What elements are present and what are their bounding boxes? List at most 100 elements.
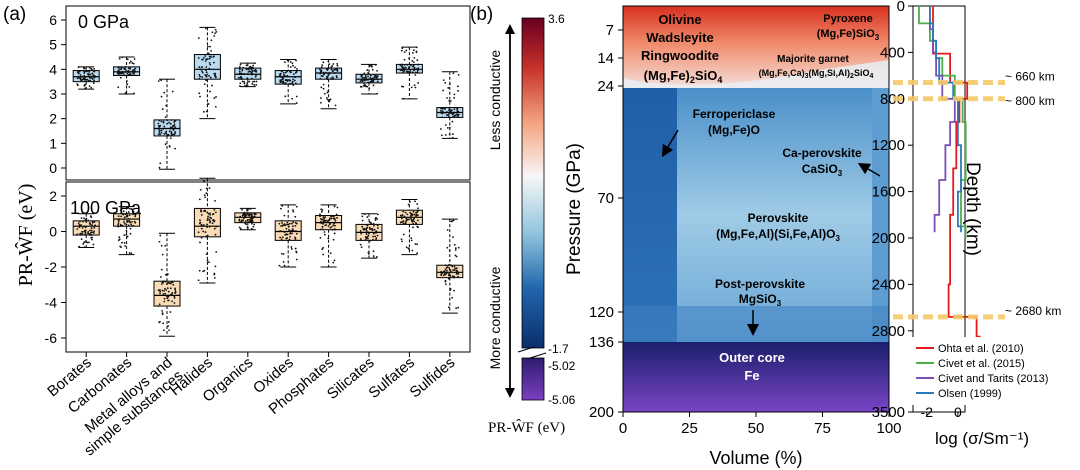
data-point	[92, 232, 95, 234]
ytick-label: -2	[45, 259, 58, 275]
data-point	[369, 240, 371, 242]
data-point	[405, 217, 408, 220]
data-point	[253, 223, 256, 226]
ytick-label: 4	[49, 61, 57, 77]
data-point	[159, 276, 162, 278]
data-point	[161, 313, 164, 316]
data-point	[292, 221, 295, 224]
data-point	[209, 63, 212, 66]
region-post-perovskite	[623, 306, 889, 342]
data-point	[158, 240, 161, 243]
data-point	[319, 213, 321, 216]
data-point	[417, 67, 420, 70]
data-point	[170, 119, 173, 121]
data-point	[448, 83, 451, 86]
data-point	[452, 72, 455, 74]
data-point	[364, 238, 367, 241]
data-point	[166, 133, 169, 136]
data-point	[134, 67, 137, 70]
data-point	[201, 66, 203, 68]
data-point	[117, 222, 120, 225]
data-point	[360, 79, 363, 82]
data-point	[411, 214, 414, 217]
data-point	[213, 219, 216, 222]
data-point	[444, 108, 446, 110]
data-point	[281, 78, 284, 81]
data-point	[162, 329, 165, 332]
data-point	[88, 85, 91, 87]
data-point	[91, 77, 94, 80]
data-point	[200, 210, 203, 213]
data-point	[203, 180, 205, 183]
box-metal-alloys-and-simple-substances	[153, 280, 181, 307]
pressure-tick-label: 70	[597, 190, 614, 207]
data-point	[173, 123, 176, 126]
depth-tick-label: 1600	[872, 184, 905, 201]
data-point	[255, 84, 258, 86]
data-point	[372, 77, 374, 80]
data-point	[401, 217, 403, 220]
legend-entry: Olsen (1999)	[938, 388, 1002, 400]
legend-box	[912, 337, 1072, 405]
data-point	[80, 217, 83, 219]
data-point	[208, 187, 211, 189]
data-point	[336, 69, 339, 72]
data-point	[201, 70, 204, 73]
data-point	[84, 76, 87, 79]
data-point	[122, 210, 125, 213]
data-point	[93, 76, 96, 78]
data-point	[200, 214, 203, 216]
data-point	[327, 225, 330, 227]
data-point	[278, 74, 281, 77]
data-point	[289, 60, 292, 63]
data-point	[448, 113, 450, 115]
data-point	[166, 297, 169, 300]
plot-0gpa: 0 1 2 3 4 5 6	[49, 12, 464, 176]
data-point	[455, 307, 458, 310]
data-point	[166, 273, 169, 276]
data-point	[291, 97, 294, 100]
data-point	[84, 79, 87, 81]
data-point	[206, 223, 208, 226]
data-point	[159, 234, 162, 237]
plot-100gpa-title: 100 GPa	[70, 198, 142, 218]
data-point	[414, 243, 417, 245]
data-point	[88, 70, 91, 73]
data-point	[124, 71, 126, 74]
label-post-perovskite-formula: MgSiO3	[739, 292, 782, 308]
data-point	[286, 223, 288, 226]
data-point	[286, 221, 289, 224]
data-point	[280, 79, 282, 82]
data-point	[128, 62, 131, 64]
data-point	[332, 224, 335, 227]
colorbar-more-conductive: More conductive	[487, 266, 503, 369]
data-point	[205, 192, 208, 195]
data-point	[244, 213, 247, 216]
data-point	[448, 133, 451, 136]
data-point	[322, 253, 324, 256]
data-point	[444, 268, 447, 271]
data-point	[87, 232, 89, 235]
data-point	[204, 231, 207, 233]
data-point	[246, 213, 249, 216]
box-points	[237, 62, 258, 88]
data-point	[444, 124, 447, 126]
data-point	[120, 215, 123, 218]
data-point	[362, 227, 365, 230]
label-majorite-formula: (Mg,Fe,Ca)3(Mg,Si,Al)2SiO4	[759, 68, 874, 80]
data-point	[239, 63, 242, 66]
depth-ticks: 0 400 800 1200 1600 2000 2400 2800 3500 -2 0	[872, 0, 962, 421]
data-point	[162, 293, 165, 295]
data-point	[413, 84, 416, 86]
data-point	[208, 62, 211, 64]
data-point	[323, 219, 325, 222]
data-point	[332, 261, 335, 264]
data-point	[285, 227, 288, 230]
data-point	[366, 231, 369, 234]
data-point	[160, 95, 163, 98]
legend-entry: Civet et al. (2015)	[938, 358, 1025, 370]
data-point	[209, 76, 212, 79]
data-point	[239, 227, 242, 230]
data-point	[214, 72, 217, 75]
data-point	[283, 74, 286, 77]
